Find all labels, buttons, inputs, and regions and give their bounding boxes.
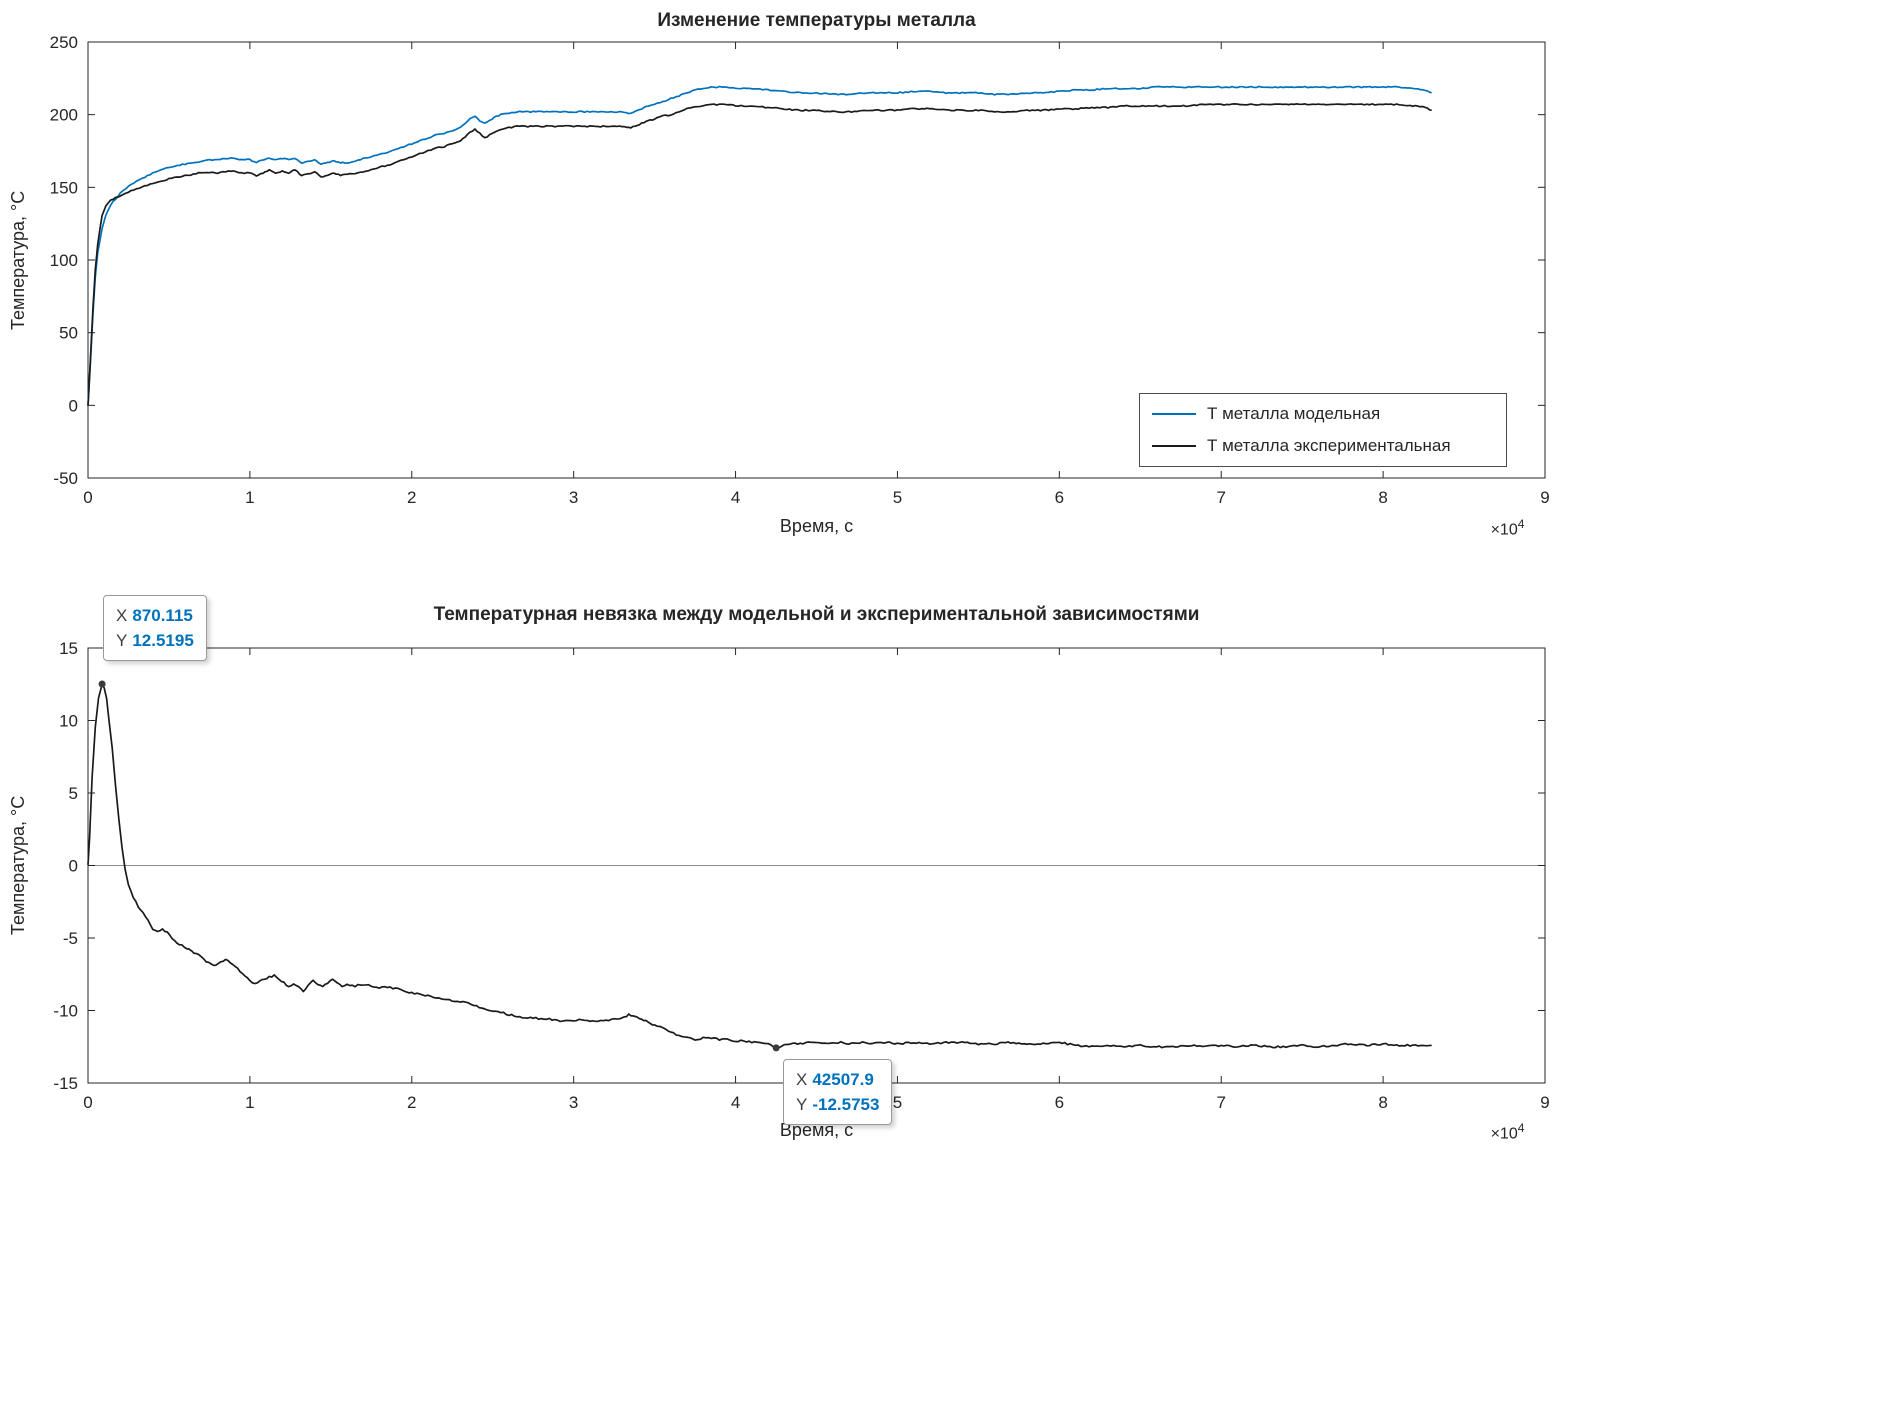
y-tick-label: 50 <box>59 324 78 343</box>
y-tick-label: 200 <box>50 106 78 125</box>
series-line-0 <box>87 85 1432 406</box>
chart2-xlabel: Время, с <box>779 1120 854 1140</box>
y-tick-label: -5 <box>63 929 78 948</box>
legend-entry-experimental[interactable]: Т металла экспериментальная <box>1140 436 1506 456</box>
x-tick-label: 8 <box>1378 488 1387 507</box>
x-tick-label: 8 <box>1378 1093 1387 1112</box>
y-tick-label: -50 <box>53 469 78 488</box>
y-tick-label: 15 <box>59 639 78 658</box>
datatip-y-value: -12.5753 <box>812 1095 880 1114</box>
datatip-y-row: Y -12.5753 <box>796 1092 879 1117</box>
datatip-y-label: Y <box>116 631 128 650</box>
chart2-x-exponent: ×104 <box>1470 1121 1545 1143</box>
x-tick-label: 6 <box>1055 488 1064 507</box>
x-tick-label: 2 <box>407 488 416 507</box>
x-tick-label: 7 <box>1216 488 1225 507</box>
legend-label-model: Т металла модельная <box>1207 404 1381 423</box>
x-tick-label: 2 <box>407 1093 416 1112</box>
chart2-title: Температурная невязка между модельной и … <box>433 604 1200 625</box>
x-tick-label: 0 <box>83 1093 92 1112</box>
datatip-x-label: X <box>116 606 128 625</box>
x-tick-label: 4 <box>731 1093 740 1112</box>
datatip-max[interactable]: X 870.115 Y 12.5195 <box>103 595 207 661</box>
y-tick-label: 5 <box>69 784 78 803</box>
chart1-xlabel: Время, с <box>779 516 854 536</box>
x-tick-label: 9 <box>1540 1093 1549 1112</box>
datatip-x-row: X 870.115 <box>116 603 194 628</box>
y-tick-label: 10 <box>59 712 78 731</box>
y-tick-label: 0 <box>69 396 78 415</box>
chart2-ylabel: Температура, °C <box>8 795 28 936</box>
datatip-y-row: Y 12.5195 <box>116 628 194 653</box>
datatip-marker[interactable] <box>98 680 106 688</box>
chart1-x-exponent: ×104 <box>1470 517 1545 539</box>
exponent-base: ×10 <box>1490 521 1518 539</box>
x-tick-label: 3 <box>569 1093 578 1112</box>
series-line-1 <box>87 103 1432 406</box>
series-line-0 <box>87 683 1432 1049</box>
exponent-base: ×10 <box>1490 1125 1518 1143</box>
x-tick-label: 4 <box>731 488 740 507</box>
datatip-min[interactable]: X 42507.9 Y -12.5753 <box>783 1059 893 1125</box>
datatip-x-value: 42507.9 <box>812 1070 874 1089</box>
exponent-power: 4 <box>1517 1121 1525 1135</box>
chart1-legend[interactable]: Т металла модельная Т металла эксперимен… <box>1139 393 1507 467</box>
y-tick-label: 0 <box>69 857 78 876</box>
datatip-x-value: 870.115 <box>132 606 193 625</box>
y-tick-label: -15 <box>53 1074 78 1093</box>
y-tick-label: -10 <box>53 1002 78 1021</box>
y-tick-label: 100 <box>50 251 78 270</box>
x-tick-label: 5 <box>893 488 902 507</box>
legend-label-experimental: Т металла экспериментальная <box>1207 436 1451 455</box>
datatip-marker[interactable] <box>772 1044 780 1052</box>
x-tick-label: 3 <box>569 488 578 507</box>
x-tick-label: 1 <box>245 1093 254 1112</box>
chart1-ylabel: Температура, °C <box>8 190 28 330</box>
y-tick-label: 150 <box>50 178 78 197</box>
datatip-x-label: X <box>796 1070 808 1089</box>
legend-entry-model[interactable]: Т металла модельная <box>1140 404 1506 424</box>
x-tick-label: 0 <box>83 488 92 507</box>
x-tick-label: 7 <box>1216 1093 1225 1112</box>
y-tick-label: 250 <box>50 33 78 52</box>
legend-line-sample-model <box>1152 413 1196 415</box>
exponent-power: 4 <box>1517 517 1525 531</box>
datatip-y-label: Y <box>796 1095 808 1114</box>
x-tick-label: 9 <box>1540 488 1549 507</box>
datatip-y-value: 12.5195 <box>132 631 194 650</box>
x-tick-label: 5 <box>893 1093 902 1112</box>
x-tick-label: 1 <box>245 488 254 507</box>
datatip-x-row: X 42507.9 <box>796 1067 879 1092</box>
legend-line-sample-experimental <box>1152 445 1196 447</box>
x-tick-label: 6 <box>1055 1093 1064 1112</box>
chart1-title: Изменение температуры металла <box>657 10 976 31</box>
